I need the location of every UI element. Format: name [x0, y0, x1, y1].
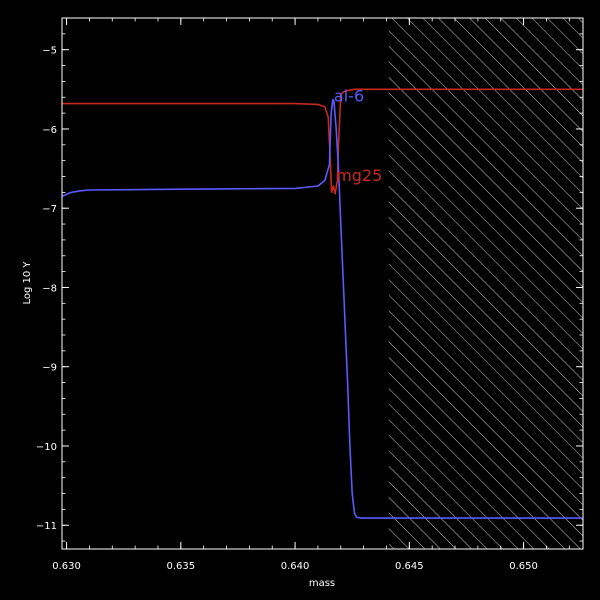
series-line-al-6: [62, 98, 583, 519]
x-tick-label: 0.630: [52, 561, 81, 572]
x-tick-label: 0.635: [167, 561, 196, 572]
y-tick-label: −10: [36, 442, 57, 453]
y-tick-label: −9: [42, 363, 57, 374]
y-tick-label: −6: [42, 125, 57, 136]
series-line-mg25: [62, 88, 583, 195]
hatched-region: [388, 18, 583, 549]
x-tick-label: 0.650: [509, 561, 538, 572]
y-tick-label: −5: [42, 46, 57, 57]
plot-frame: [61, 17, 584, 550]
y-tick-label: −8: [42, 283, 57, 294]
x-axis-title: mass: [309, 578, 335, 589]
x-tick-label: 0.640: [281, 561, 310, 572]
y-axis-title: Log 10 Y: [22, 261, 33, 305]
y-tick-label: −7: [42, 204, 57, 215]
curve-label-al-6: al-6: [334, 87, 364, 106]
curve-label-mg25: mg25: [336, 166, 382, 185]
y-tick-label: −11: [36, 521, 57, 532]
x-tick-label: 0.645: [395, 561, 424, 572]
